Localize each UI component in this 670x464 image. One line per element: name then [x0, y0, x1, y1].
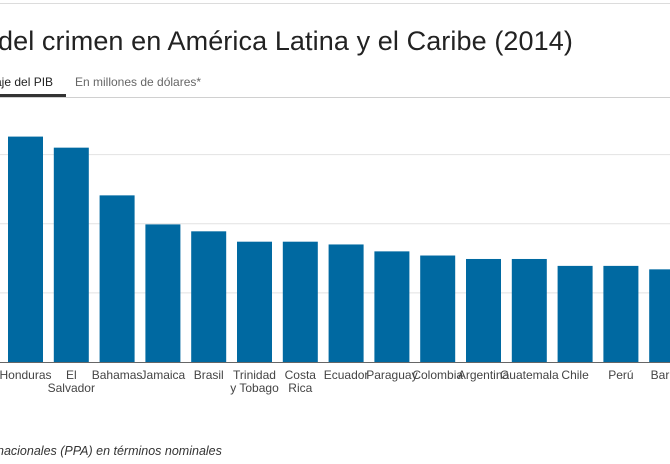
bar-14: [603, 265, 639, 362]
x-tick-label: Paraguay: [366, 368, 417, 382]
x-tick-label: y Tobago: [230, 381, 279, 395]
active-tab-underline: [0, 94, 66, 97]
bar-15: [649, 269, 670, 362]
x-tick-label: Costa: [285, 368, 317, 382]
x-tick-label: Chile: [561, 368, 589, 382]
bar-2: [53, 147, 89, 362]
x-tick-label: Ecuador: [324, 368, 369, 382]
bar-1: [8, 136, 43, 362]
x-tick-label: Guatemala: [500, 368, 559, 382]
bar-3: [99, 195, 135, 362]
x-tick-label: Rica: [288, 381, 312, 395]
tabs-divider: [0, 97, 670, 98]
bar-6: [237, 241, 272, 362]
bar-8: [328, 244, 364, 362]
x-tick-label: Colombia: [412, 368, 463, 382]
x-tick-label: Trinidad: [233, 368, 276, 382]
chart-title: del crimen en América Latina y el Caribe…: [0, 26, 573, 56]
x-tick-label: Perú: [608, 368, 633, 382]
tab-percentage-gdp[interactable]: aje del PIB: [0, 75, 54, 89]
x-tick-label: Jamaica: [141, 368, 186, 382]
x-tick-label: Salvador: [48, 381, 95, 395]
chart-tabs: aje del PIB En millones de dólares*: [0, 70, 670, 98]
bar-10: [420, 255, 456, 362]
bar-9: [374, 251, 410, 362]
tab-millions-dollars[interactable]: En millones de dólares*: [75, 75, 202, 89]
bar-13: [557, 265, 593, 362]
top-rule: [0, 3, 670, 4]
bar-5: [191, 231, 227, 362]
bar-7: [282, 241, 318, 362]
x-tick-label: Brasil: [194, 368, 224, 382]
x-tick-label: Bahamas: [92, 368, 143, 382]
bar-12: [511, 258, 547, 362]
x-tick-label: Argentina: [458, 368, 510, 382]
bar-11: [466, 258, 501, 362]
x-tick-label: Barba: [651, 368, 670, 382]
footnote: nacionales (PPA) en términos nominales: [0, 444, 222, 458]
x-tick-label: El: [66, 368, 77, 382]
x-tick-label: Honduras: [0, 368, 52, 382]
bar-4: [145, 224, 181, 362]
